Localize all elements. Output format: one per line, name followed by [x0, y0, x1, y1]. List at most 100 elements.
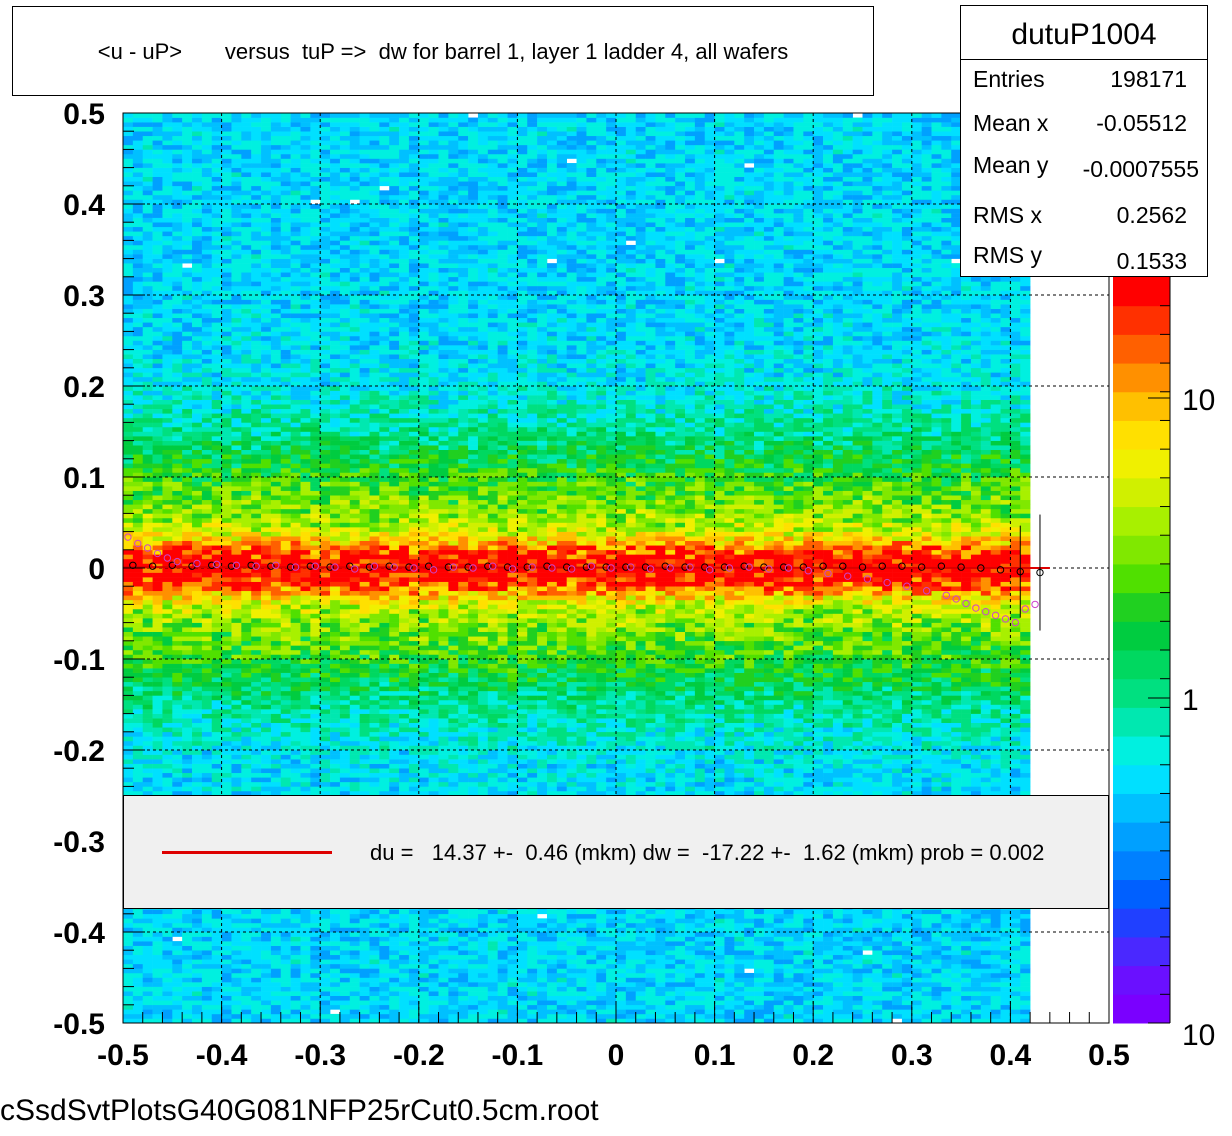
heatmap-cell — [241, 913, 252, 919]
heatmap-cell — [349, 918, 360, 924]
heatmap-cell — [270, 513, 282, 519]
heatmap-cell — [290, 422, 301, 428]
heatmap-cell — [261, 718, 272, 723]
heatmap-cell — [339, 922, 351, 928]
heatmap-cell — [182, 763, 193, 769]
heatmap-cell — [231, 563, 242, 569]
heatmap-cell — [310, 367, 321, 373]
heatmap-cell — [201, 240, 213, 246]
heatmap-cell — [211, 499, 222, 505]
heatmap-cell — [251, 581, 262, 587]
heatmap-cell — [270, 190, 282, 196]
heatmap-cell — [280, 517, 291, 523]
heatmap-cell — [330, 313, 341, 319]
heatmap-cell — [211, 772, 222, 778]
heatmap-cell — [320, 649, 331, 655]
heatmap-cell — [192, 704, 203, 710]
heatmap-cell — [221, 690, 232, 696]
heatmap-cell — [201, 663, 213, 669]
heatmap-cell — [192, 759, 203, 764]
heatmap-cell — [330, 631, 341, 637]
heatmap-cell — [152, 645, 163, 651]
heatmap-cell — [359, 631, 370, 637]
heatmap-cell — [339, 254, 351, 259]
heatmap-cell — [359, 645, 370, 651]
heatmap-cell — [201, 677, 213, 683]
heatmap-cell — [132, 645, 144, 651]
heatmap-cell — [251, 335, 262, 341]
heatmap-cell — [221, 536, 232, 541]
heatmap-cell — [231, 113, 242, 118]
heatmap-cell — [280, 627, 291, 632]
heatmap-cell — [123, 258, 134, 264]
heatmap-cell — [221, 727, 232, 733]
heatmap-cell — [310, 649, 321, 655]
heatmap-cell — [192, 486, 203, 491]
heatmap-cell — [142, 308, 153, 314]
heatmap-cell — [211, 750, 222, 755]
heatmap-cell — [300, 563, 311, 569]
heatmap-cell — [261, 449, 272, 455]
heatmap-cell — [349, 144, 360, 150]
heatmap-cell — [270, 645, 282, 651]
heatmap-cell — [330, 595, 341, 601]
heatmap-cell — [162, 522, 173, 528]
heatmap-cell — [330, 499, 341, 505]
heatmap-cell — [241, 436, 252, 441]
heatmap-cell — [290, 517, 301, 523]
heatmap-cell — [211, 927, 222, 933]
heatmap-cell — [261, 522, 272, 528]
heatmap-cell — [162, 745, 173, 751]
heatmap-cell — [280, 149, 291, 155]
heatmap-cell — [201, 695, 213, 701]
heatmap-cell — [359, 663, 370, 669]
heatmap-cell — [211, 941, 222, 946]
heatmap-cell — [251, 276, 262, 282]
heatmap-cell — [359, 604, 370, 610]
heatmap-cell — [349, 1004, 360, 1010]
heatmap-cell — [152, 477, 163, 482]
heatmap-cell — [172, 558, 183, 564]
heatmap-cell — [280, 335, 291, 341]
heatmap-cell — [172, 1018, 183, 1024]
heatmap-cell — [339, 249, 351, 255]
heatmap-cell — [221, 335, 232, 341]
heatmap-cell — [211, 527, 222, 532]
heatmap-cell — [339, 231, 351, 237]
heatmap-cell — [251, 668, 262, 673]
heatmap-cell — [192, 481, 203, 487]
heatmap-cell — [201, 395, 213, 400]
heatmap-cell — [162, 372, 173, 378]
heatmap-cell — [251, 345, 262, 350]
heatmap-cell — [280, 240, 291, 246]
heatmap-cell — [142, 740, 153, 746]
heatmap-cell — [270, 531, 282, 537]
heatmap-cell — [172, 436, 183, 441]
heatmap-cell — [123, 704, 134, 710]
heatmap-cell — [310, 786, 321, 792]
heatmap-cell — [241, 918, 252, 924]
heatmap-cell — [231, 449, 242, 455]
heatmap-cell — [142, 727, 153, 733]
heatmap-cell — [330, 677, 341, 683]
heatmap-cell — [339, 217, 351, 223]
heatmap-cell — [162, 995, 173, 1001]
heatmap-cell — [142, 581, 153, 587]
heatmap-cell — [280, 777, 291, 783]
heatmap-cell — [162, 945, 173, 951]
heatmap-cell — [349, 613, 360, 619]
heatmap-cell — [241, 695, 252, 701]
heatmap-cell — [251, 913, 262, 919]
heatmap-cell — [270, 599, 282, 605]
heatmap-cell — [241, 354, 252, 359]
heatmap-cell — [221, 131, 232, 137]
heatmap-cell — [231, 681, 242, 687]
heatmap-cell — [211, 672, 222, 678]
heatmap-cell — [142, 413, 153, 419]
heatmap-cell — [261, 290, 272, 296]
heatmap-cell — [221, 304, 232, 309]
heatmap-cell — [261, 126, 272, 132]
heatmap-cell — [221, 504, 232, 510]
heatmap-cell — [290, 217, 301, 223]
heatmap-cell — [280, 326, 291, 332]
